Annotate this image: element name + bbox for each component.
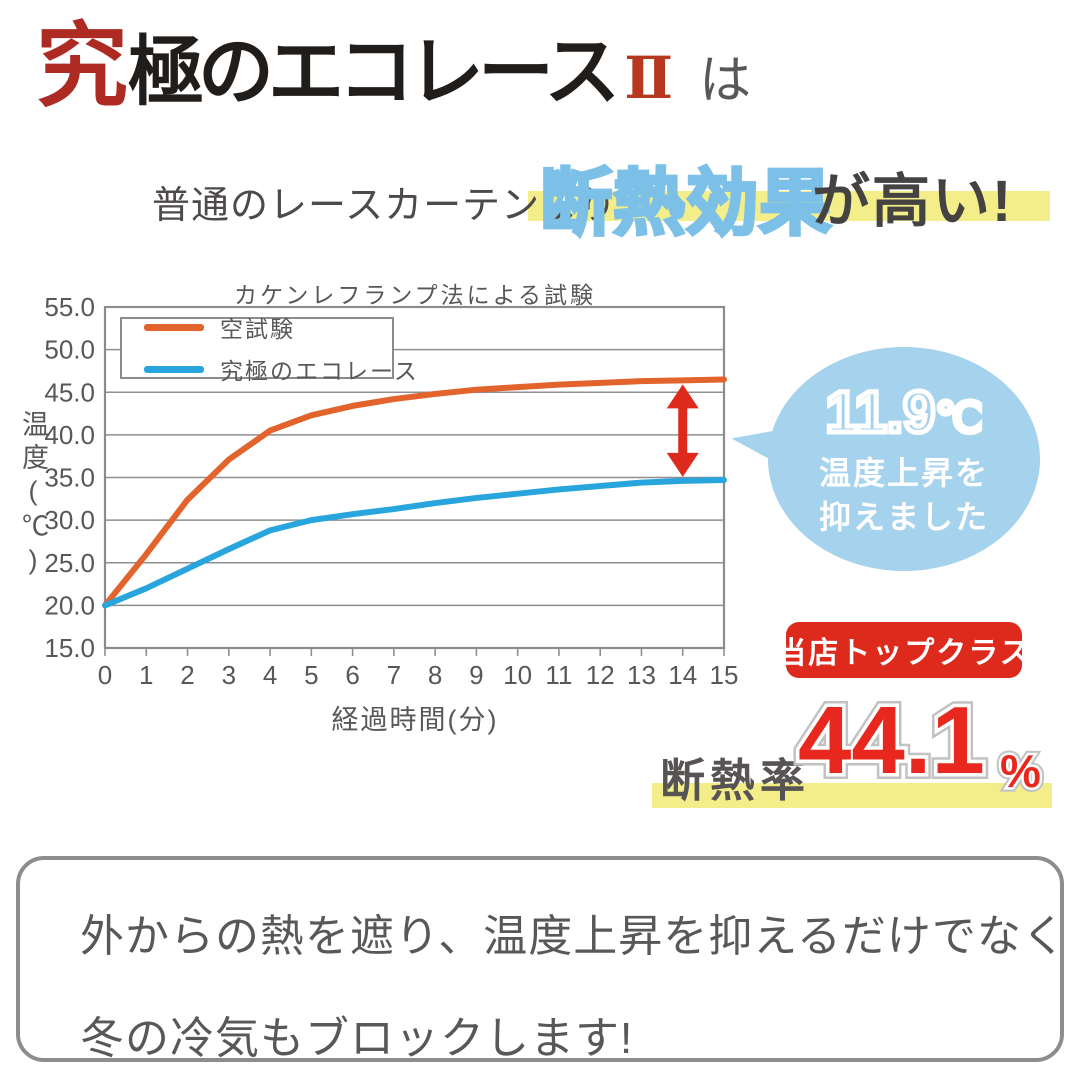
insulation-unit-midline: % bbox=[998, 743, 1044, 800]
temperature-diff-bubble: 11.9℃ 温度上昇を 抑えました bbox=[768, 347, 1040, 571]
bubble-caption: 温度上昇を 抑えました bbox=[819, 452, 989, 538]
top-class-badge: 当店トップクラス bbox=[776, 622, 1030, 678]
svg-text:8: 8 bbox=[428, 660, 442, 690]
headline-tail: が高い! bbox=[812, 169, 1014, 234]
footer-line2: 冬の冷気もブロックします! bbox=[80, 1014, 634, 1063]
bubble-caption-line2: 抑えました bbox=[818, 498, 989, 535]
svg-text:13: 13 bbox=[627, 660, 656, 690]
svg-text:1: 1 bbox=[139, 660, 153, 690]
temperature-line-chart: 0 1 2 3 4 5 6 7 8 9 10 11 12 13 14 1515.020.025.030.035… bbox=[44, 292, 739, 690]
bubble-caption-line1: 温度上昇を bbox=[818, 455, 989, 492]
insulation-value-fill: 44.1 bbox=[798, 687, 985, 794]
legend-swatch-blank-test bbox=[144, 323, 204, 331]
insulation-band bbox=[652, 783, 1052, 808]
legend-label-blank-test: 空試験 bbox=[220, 316, 295, 342]
bubble-value: 11.9℃ bbox=[823, 378, 984, 448]
svg-text:6: 6 bbox=[345, 660, 359, 690]
footer-note-box: 外からの熱を遮り、温度上昇を抑えるだけでなく 冬の冷気もブロックします! bbox=[16, 856, 1067, 1063]
insulation-value-midline: 44.1 bbox=[795, 684, 989, 798]
svg-text:40.0: 40.0 bbox=[44, 420, 95, 450]
top-class-badge-label: 当店トップクラス bbox=[776, 637, 1032, 670]
highlight-band bbox=[528, 191, 1050, 221]
logo: 究極のエコレース Ⅱ は bbox=[36, 12, 752, 120]
headline-lead: 普通のレースカーテンより bbox=[152, 185, 618, 227]
footer-line1: 外からの熱を遮り、温度上昇を抑えるだけでなく bbox=[80, 912, 1067, 961]
svg-text:3: 3 bbox=[222, 660, 236, 690]
svg-text:9: 9 bbox=[469, 660, 483, 690]
svg-text:20.0: 20.0 bbox=[44, 590, 95, 620]
chart-title: カケンレフランプ法による試験 bbox=[234, 282, 596, 308]
chart-legend: 空試験 究極のエコレース bbox=[120, 316, 417, 384]
y-axis-label: 温度(℃) bbox=[18, 410, 48, 581]
svg-text:4: 4 bbox=[263, 660, 277, 690]
legend-item-blank-test: 空試験 bbox=[144, 310, 392, 344]
svg-text:14: 14 bbox=[668, 660, 697, 690]
logo-accent-char: 究 bbox=[36, 12, 129, 120]
legend-label-eco-lace: 究極のエコレース bbox=[220, 358, 419, 384]
logo-numeral: Ⅱ bbox=[624, 44, 674, 112]
svg-text:55.0: 55.0 bbox=[44, 292, 95, 322]
logo-text: 極のエコレース bbox=[128, 27, 620, 116]
insulation-unit-outline: % bbox=[996, 741, 1046, 802]
svg-text:12: 12 bbox=[586, 660, 615, 690]
svg-text:15: 15 bbox=[710, 660, 739, 690]
svg-text:2: 2 bbox=[180, 660, 194, 690]
svg-text:10: 10 bbox=[503, 660, 532, 690]
legend-item-eco-lace: 究極のエコレース bbox=[144, 352, 417, 386]
svg-text:50.0: 50.0 bbox=[44, 335, 95, 365]
logo-particle: は bbox=[699, 52, 752, 110]
bubble-value-number: 11.9 bbox=[823, 378, 938, 448]
svg-text:45.0: 45.0 bbox=[44, 377, 95, 407]
svg-text:30.0: 30.0 bbox=[44, 505, 95, 535]
svg-text:15.0: 15.0 bbox=[44, 633, 95, 663]
legend-swatch-eco-lace bbox=[144, 365, 204, 373]
svg-text:0: 0 bbox=[98, 660, 112, 690]
headline-highlight: 断熱効果 bbox=[538, 162, 833, 246]
svg-text:35.0: 35.0 bbox=[44, 463, 95, 493]
insulation-value-outline: 44.1 bbox=[792, 681, 991, 800]
svg-text:11: 11 bbox=[545, 660, 572, 690]
insulation-unit-fill: % bbox=[1000, 745, 1041, 797]
x-axis-label: 経過時間(分) bbox=[331, 705, 499, 735]
svg-text:25.0: 25.0 bbox=[44, 548, 95, 578]
svg-text:7: 7 bbox=[387, 660, 401, 690]
bubble-value-unit: ℃ bbox=[933, 392, 984, 443]
insulation-label: 断熱率 bbox=[660, 755, 811, 806]
svg-text:5: 5 bbox=[304, 660, 318, 690]
